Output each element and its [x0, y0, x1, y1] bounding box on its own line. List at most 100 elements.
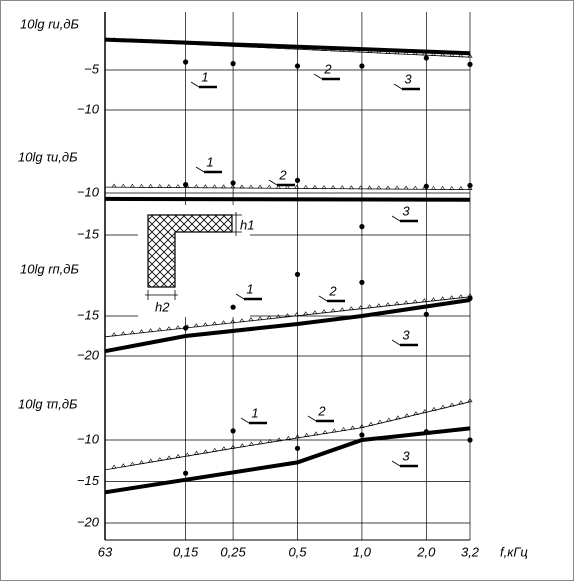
thick-line — [104, 196, 471, 202]
inset-dimension — [145, 212, 242, 300]
triangle-hatch — [359, 424, 365, 428]
triangle-hatch — [166, 184, 172, 188]
triangle-hatch — [467, 186, 473, 190]
y-axis-title: 10lg τп,дБ — [18, 396, 78, 411]
triangle-hatch — [230, 184, 236, 189]
triangle-hatch — [120, 331, 126, 336]
triangle-hatch — [312, 310, 318, 315]
triangle-hatch — [467, 53, 473, 58]
triangle-hatch — [129, 461, 136, 466]
x-tick-label: 0,5 — [288, 544, 307, 559]
inset-label: h1 — [240, 217, 254, 232]
data-point — [294, 445, 301, 451]
data-point — [467, 182, 473, 189]
y-axis-title: 10lg rп,дБ — [20, 261, 79, 276]
x-tick-label: 2,0 — [416, 544, 436, 559]
triangle-hatch — [304, 432, 310, 437]
triangle-hatch — [138, 329, 145, 334]
triangle-hatch — [449, 295, 455, 300]
y-axis-title: 10lg rи,дБ — [20, 16, 80, 31]
triangle-hatch — [148, 183, 154, 188]
triangle-hatch — [440, 52, 446, 57]
triangle-hatch — [184, 184, 190, 188]
y-tick-label: −20 — [77, 347, 100, 362]
triangle-hatch — [211, 321, 218, 326]
triangle-hatch — [403, 185, 409, 190]
triangle-hatch — [111, 464, 117, 469]
x-tick-label: 0,15 — [173, 544, 199, 559]
series-label-leader — [391, 460, 401, 467]
triangle-hatch — [330, 308, 336, 313]
data-point — [230, 304, 236, 310]
triangle-hatch — [284, 313, 291, 318]
triangle-hatch — [412, 299, 418, 304]
triangle-hatch — [376, 303, 382, 308]
triangle-hatch — [175, 325, 181, 330]
triangle-hatch — [239, 443, 245, 448]
triangle-hatch — [421, 298, 427, 303]
triangle-hatch — [166, 455, 172, 460]
triangle-hatch — [202, 184, 208, 189]
triangle-hatch — [157, 327, 163, 332]
triangle-hatch — [330, 185, 336, 189]
triangle-hatch — [239, 318, 245, 323]
triangle-hatch — [449, 52, 455, 57]
triangle-hatch — [321, 309, 327, 314]
x-axis-label: f,кГц — [500, 544, 528, 559]
triangle-hatch — [467, 293, 473, 298]
series-label: 2 — [323, 61, 332, 76]
triangle-hatch — [266, 315, 272, 320]
x-tick-label: 3,2 — [461, 544, 480, 559]
series-label-leader — [235, 293, 245, 300]
triangle-hatch — [394, 185, 400, 190]
triangle-hatch — [385, 185, 391, 190]
data-point — [230, 180, 236, 186]
triangle-hatch — [440, 185, 446, 190]
triangle-hatch — [467, 398, 473, 403]
series-label-leader — [391, 339, 401, 346]
triangle-hatch — [276, 437, 282, 442]
series-label: 2 — [278, 167, 287, 182]
triangle-hatch — [312, 185, 318, 189]
y-tick-label: −15 — [77, 226, 100, 241]
series-label-leader — [268, 179, 278, 186]
y-tick-label: −10 — [77, 101, 100, 116]
series-label-leader — [240, 417, 250, 424]
triangle-hatch — [120, 183, 126, 188]
triangle-hatch — [138, 183, 145, 188]
series-label: 3 — [404, 71, 412, 86]
y-tick-label: −20 — [77, 514, 100, 529]
triangle-hatch — [348, 306, 354, 311]
triangle-hatch — [257, 184, 263, 189]
triangle-hatch — [257, 316, 263, 321]
triangle-hatch — [129, 183, 135, 188]
series-label: 1 — [246, 281, 253, 296]
triangle-hatch — [404, 413, 410, 418]
triangle-hatch — [367, 185, 373, 190]
series-label: 3 — [402, 327, 410, 342]
triangle-hatch — [139, 460, 145, 465]
y-axis-title: 10lg τи,дБ — [18, 149, 78, 164]
triangle-hatch — [377, 419, 383, 424]
triangle-hatch — [166, 326, 172, 331]
triangle-hatch — [211, 184, 218, 189]
triangle-hatch — [412, 185, 418, 190]
triangle-hatch — [221, 184, 227, 189]
triangle-hatch — [313, 431, 319, 436]
triangle-hatch — [303, 311, 309, 316]
series-label: 1 — [201, 69, 208, 84]
data-point — [294, 177, 301, 183]
series-label-leader — [391, 215, 401, 222]
triangle-hatch — [157, 183, 163, 188]
data-point — [359, 432, 365, 438]
triangle-hatch — [385, 302, 391, 307]
triangle-hatch — [285, 435, 291, 440]
data-point — [359, 224, 365, 230]
series-label: 1 — [251, 405, 258, 420]
triangle-hatch — [357, 185, 364, 190]
triangle-hatch — [258, 440, 264, 445]
data-point — [423, 55, 429, 61]
data-point — [359, 63, 365, 69]
series-label-leader — [195, 166, 205, 173]
